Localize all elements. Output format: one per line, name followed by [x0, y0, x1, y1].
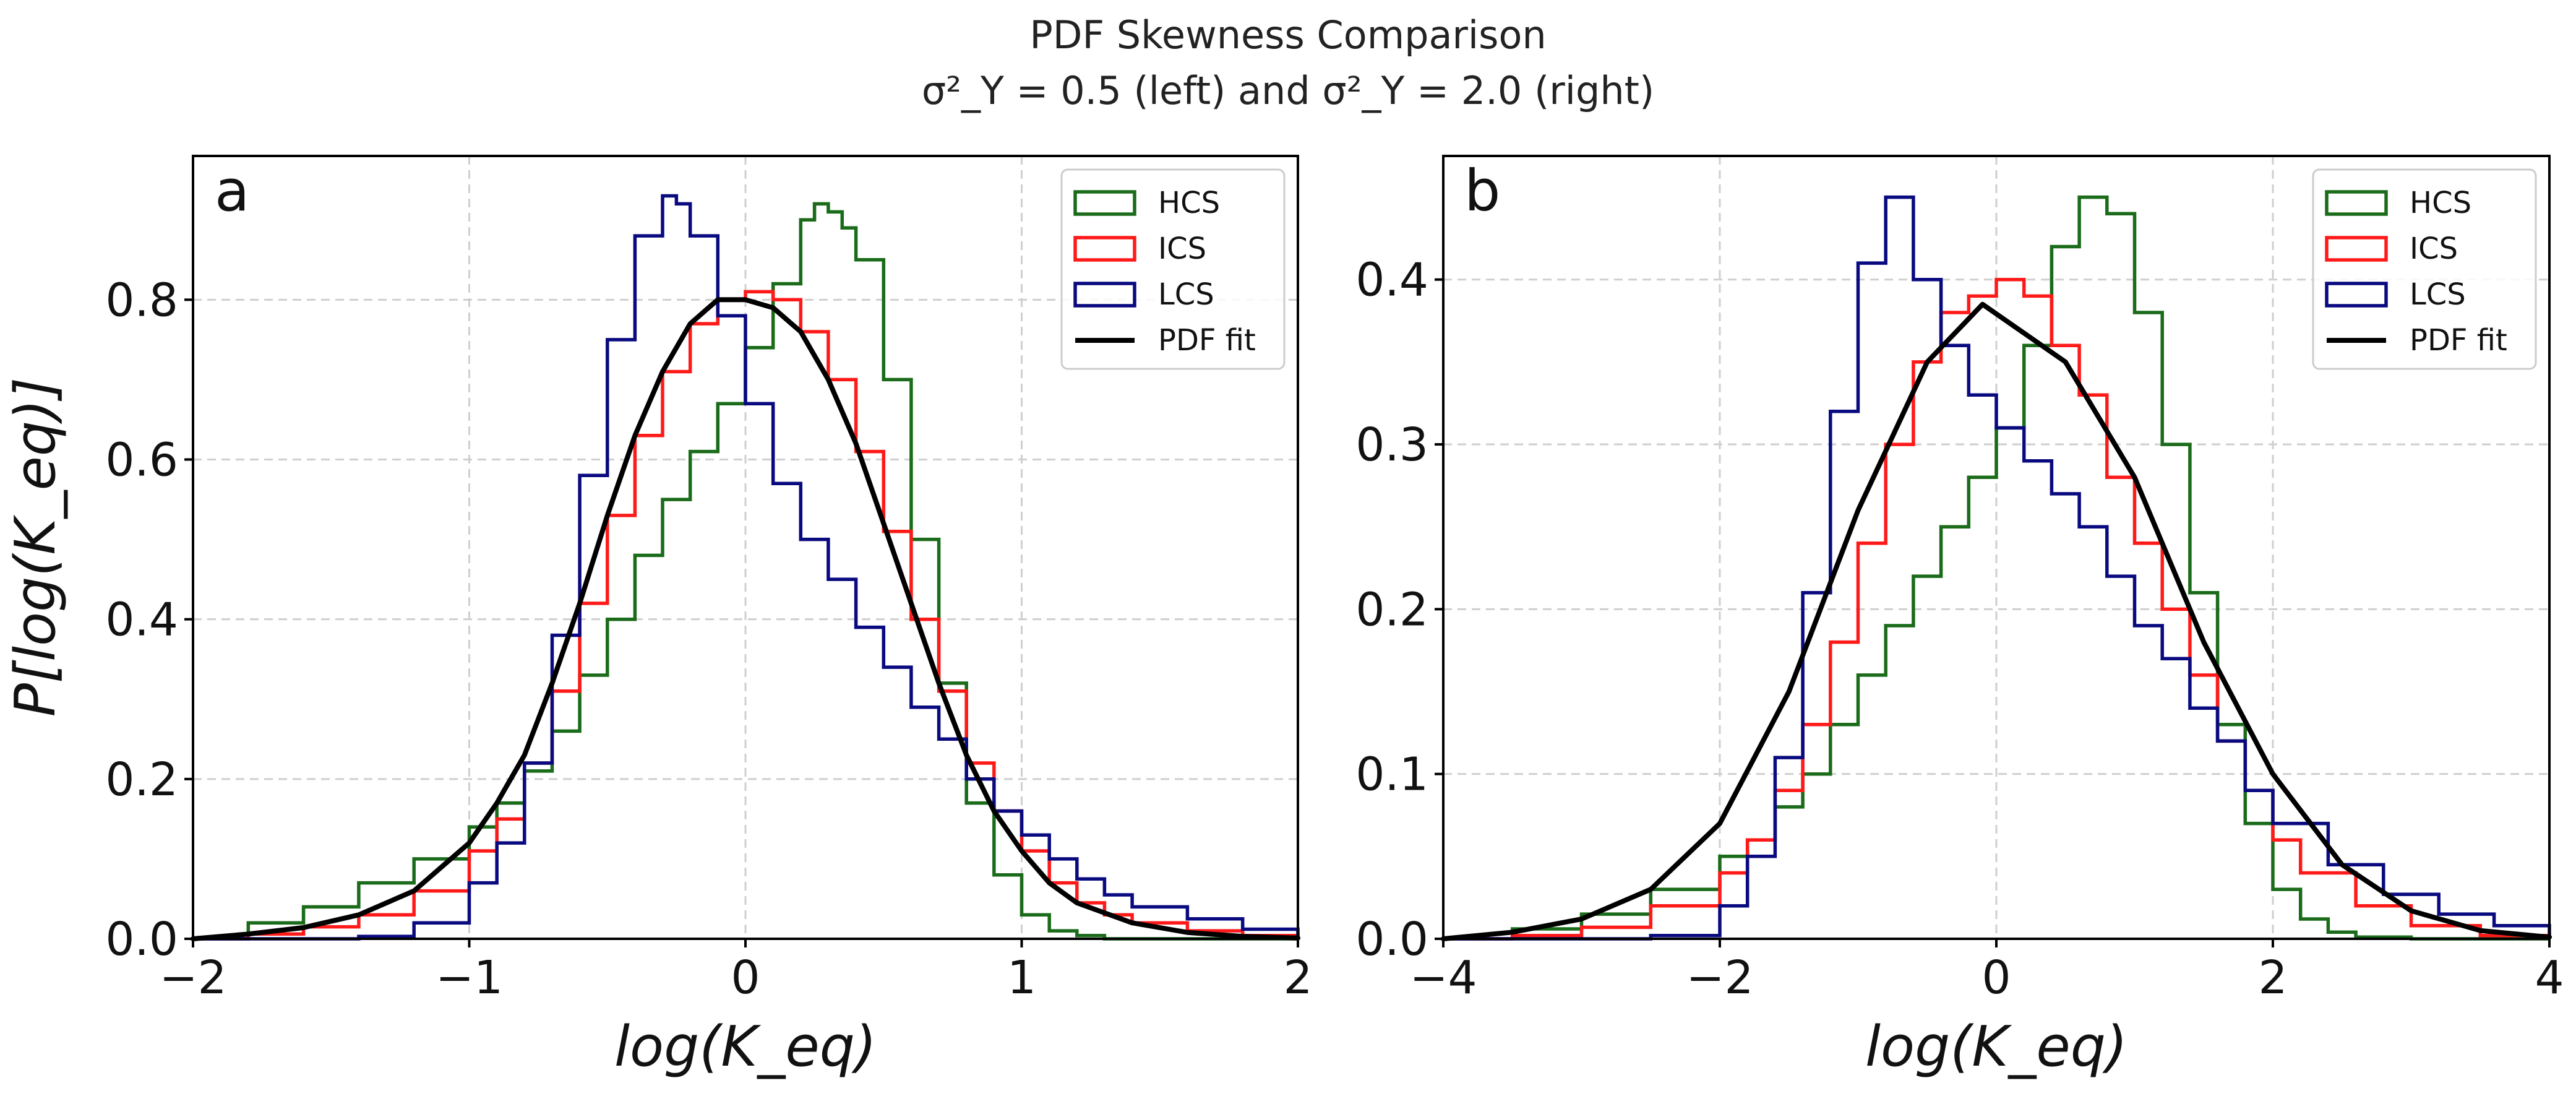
y-tick-label: 0.0: [1355, 913, 1428, 966]
panel-a-xlabel: log(K_eq): [614, 1014, 877, 1079]
x-tick-label: 2: [1283, 951, 1312, 1004]
panel-a-plot: [191, 194, 1300, 941]
series-pdf-fit-line: [191, 297, 1300, 941]
y-tick-label: 0.2: [1355, 583, 1428, 636]
series-pdf-fit-line: [1441, 301, 2552, 941]
legend-swatch: [1073, 282, 1136, 308]
panel-a-legend: HCS ICS LCS PDF fit: [1060, 168, 1286, 370]
chart-title: PDF Skewness Comparison: [1029, 12, 1546, 58]
panel-b-legend: HCS ICS LCS PDF fit: [2312, 168, 2537, 370]
legend-box: [2312, 168, 2537, 370]
legend-swatch: [2325, 190, 2388, 216]
legend-swatch: [2325, 282, 2388, 308]
x-tick-label: 1: [1007, 951, 1036, 1004]
panel-b-letter: b: [1464, 158, 1500, 224]
legend-box: [1060, 168, 1286, 370]
chart-subtitle: σ²_Y = 0.5 (left) and σ²_Y = 2.0 (right): [922, 68, 1654, 113]
panel-b-plot: [1441, 195, 2552, 941]
y-tick-label: 0.3: [1355, 418, 1428, 472]
x-tick-label: 4: [2535, 951, 2564, 1004]
legend-label: PDF fit: [2410, 323, 2507, 358]
legend-label: ICS: [2410, 231, 2458, 266]
panel-a: −2 −1 0 1 2 0.0 0.2 0.4 0.6 0.8 a log(K_eq) P[log…: [3, 155, 1313, 1079]
legend-label: HCS: [1158, 186, 1220, 220]
y-tick-label: 0.2: [105, 753, 178, 806]
series-lcs-histogram: [1443, 195, 2551, 941]
legend-swatch: [2325, 236, 2388, 262]
panel-b-ticks: −4 −2 0 2 4 0.0 0.1 0.2 0.3 0.4: [1355, 254, 2564, 1004]
legend-label: ICS: [1158, 231, 1206, 266]
x-tick-label: −2: [159, 951, 226, 1004]
legend-swatch: [1073, 236, 1136, 262]
y-tick-label: 0.4: [1355, 254, 1428, 307]
y-tick-label: 0.4: [105, 593, 178, 647]
panel-a-letter: a: [215, 158, 249, 224]
x-tick-label: 0: [1981, 951, 2011, 1004]
y-tick-label: 0.1: [1355, 748, 1428, 801]
y-tick-label: 0.6: [105, 434, 178, 487]
panel-a-ylabel: P[log(K_eq)]: [3, 378, 68, 717]
y-tick-label: 0.0: [105, 913, 178, 966]
series-ics-histogram: [1443, 277, 2551, 941]
legend-label: PDF fit: [1158, 323, 1256, 358]
x-tick-label: 2: [2258, 951, 2287, 1004]
x-tick-label: −1: [436, 951, 503, 1004]
panel-b: −4 −2 0 2 4 0.0 0.1 0.2 0.3 0.4 b log(K_eq) HCS IC…: [1355, 155, 2564, 1079]
series-lcs-histogram: [193, 194, 1300, 941]
x-tick-label: −2: [1686, 951, 1753, 1004]
x-tick-label: 0: [731, 951, 760, 1004]
x-tick-label: −4: [1409, 951, 1477, 1004]
panel-b-xlabel: log(K_eq): [1865, 1014, 2127, 1079]
y-tick-label: 0.8: [105, 274, 178, 327]
panel-a-ticks: −2 −1 0 1 2 0.0 0.2 0.4 0.6 0.8: [105, 274, 1312, 1004]
legend-label: LCS: [2410, 277, 2466, 312]
series-ics-histogram: [193, 290, 1300, 941]
legend-label: LCS: [1158, 277, 1214, 312]
legend-swatch: [1073, 190, 1136, 216]
legend-label: HCS: [2410, 186, 2471, 220]
